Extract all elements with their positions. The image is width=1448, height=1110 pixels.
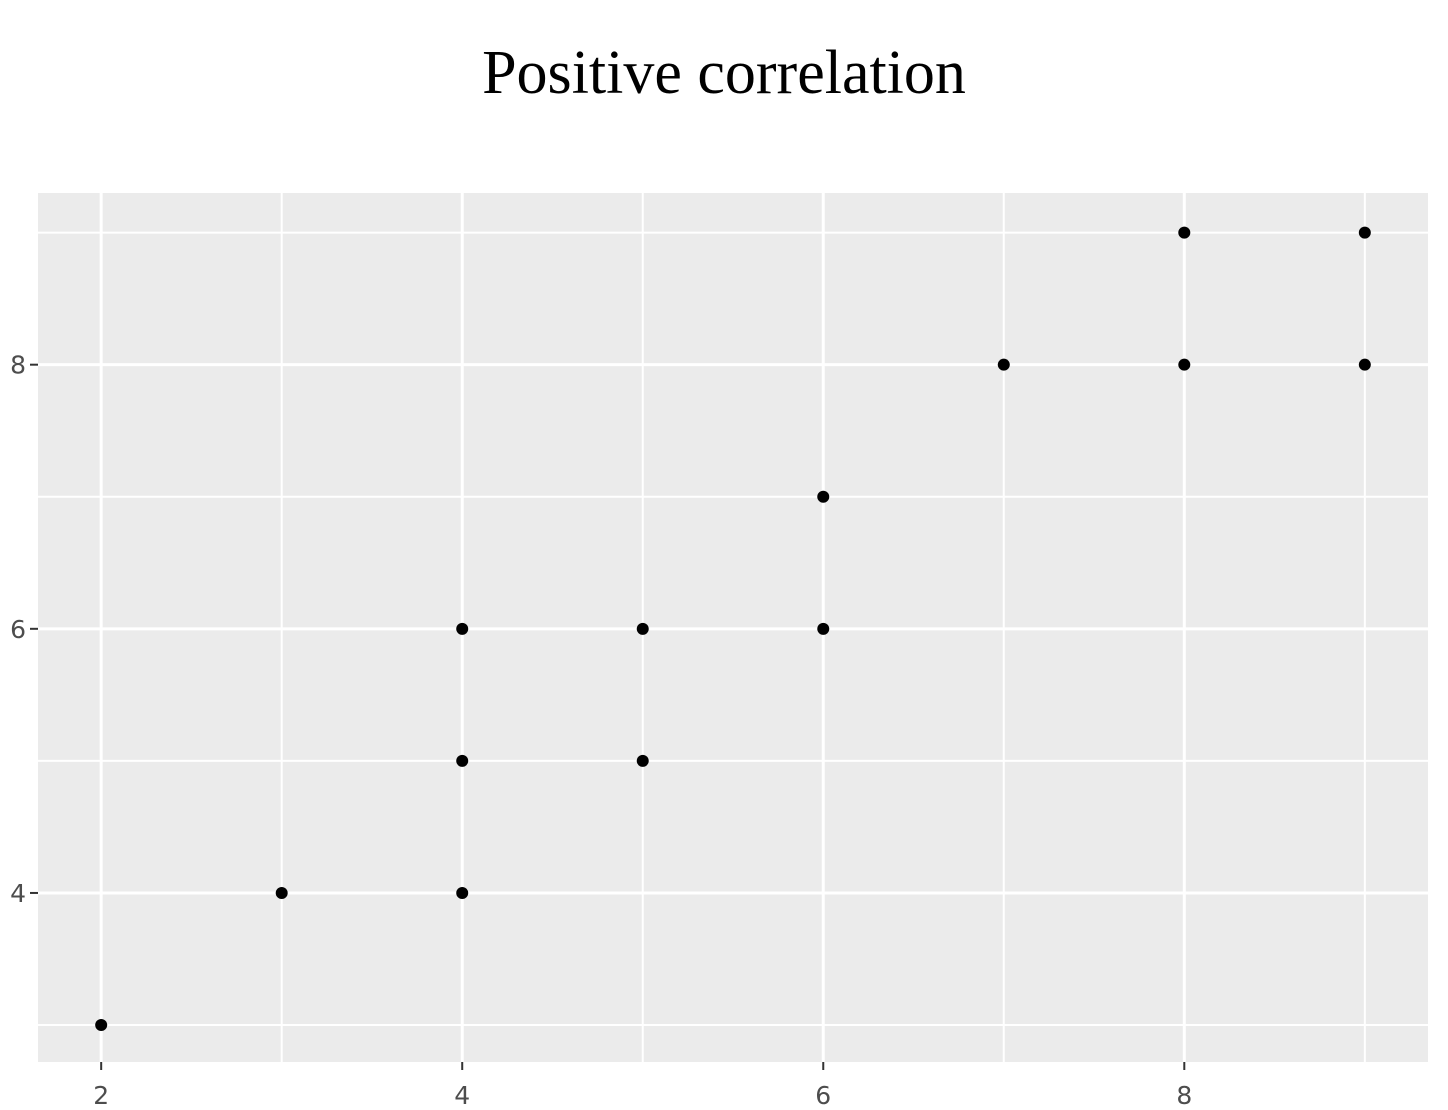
x-tick-label: 8 [1176, 1081, 1192, 1110]
data-point [1358, 226, 1371, 239]
data-point [275, 886, 288, 899]
data-point [1178, 358, 1191, 371]
x-tick-label: 2 [93, 1081, 109, 1110]
data-points [95, 226, 1371, 1032]
data-point [1178, 226, 1191, 239]
data-point [456, 754, 469, 767]
data-point [817, 622, 830, 635]
axis-ticks: 2 4 6 8 4 6 8 [10, 351, 1192, 1110]
data-point [997, 358, 1010, 371]
data-point [636, 622, 649, 635]
data-point [456, 886, 469, 899]
y-tick-label: 6 [10, 615, 26, 644]
data-point [95, 1019, 108, 1032]
y-tick-label: 4 [10, 879, 26, 908]
data-point [636, 754, 649, 767]
data-point [1358, 358, 1371, 371]
chart-title: Positive correlation [482, 39, 966, 107]
data-point [456, 622, 469, 635]
y-tick-label: 8 [10, 351, 26, 380]
x-tick-label: 6 [815, 1081, 831, 1110]
x-tick-label: 4 [454, 1081, 470, 1110]
data-point [817, 490, 830, 503]
